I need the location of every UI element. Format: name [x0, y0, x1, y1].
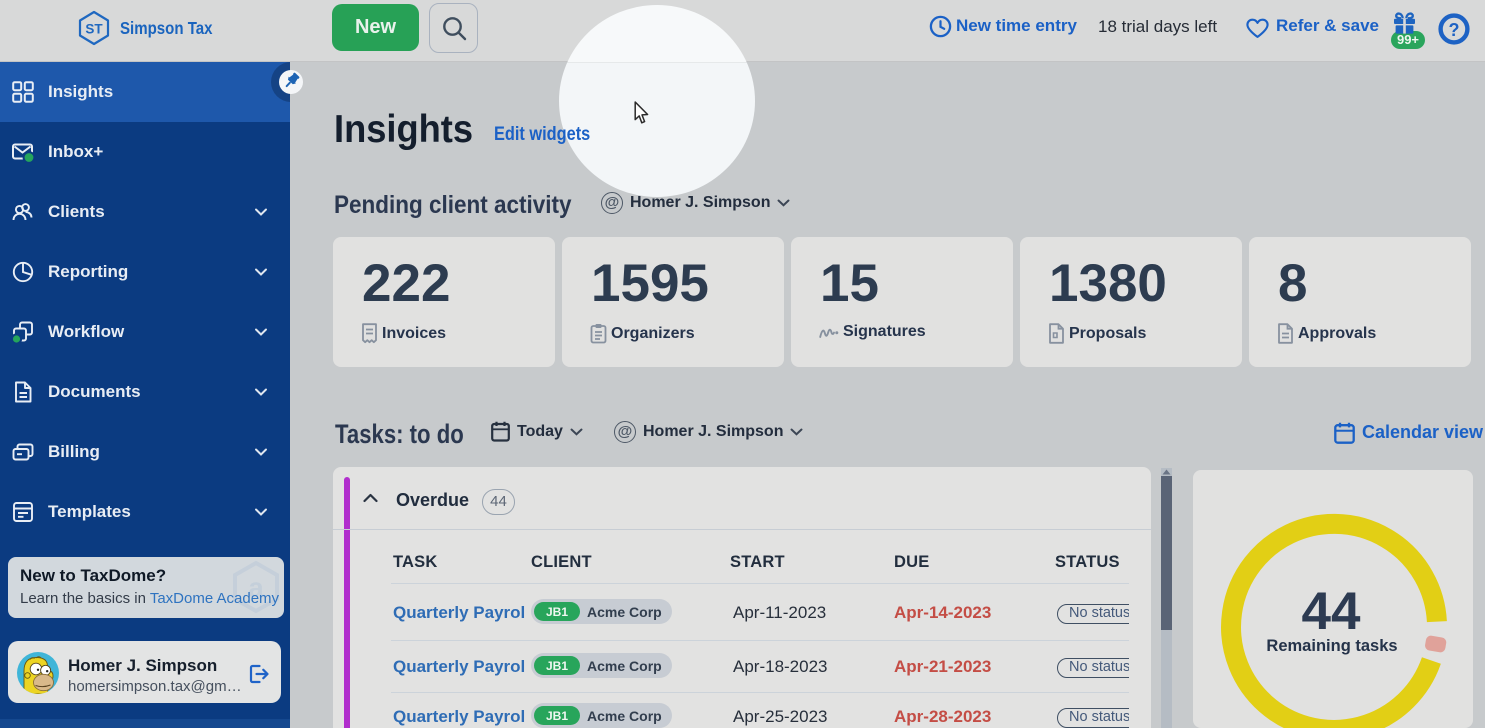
svg-text:?: ? — [1449, 20, 1460, 40]
svg-text:a: a — [248, 572, 264, 603]
svg-text:ST: ST — [85, 22, 103, 37]
